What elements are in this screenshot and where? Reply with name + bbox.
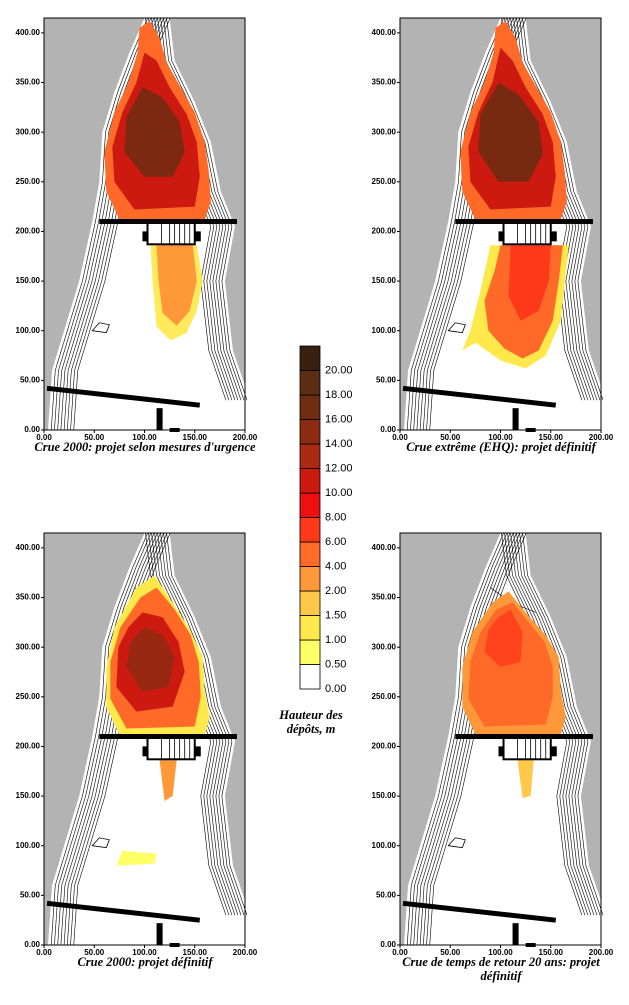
y-tick-label: 250.00 <box>16 177 41 186</box>
colorbar-box <box>300 493 320 518</box>
y-tick-label: 350.00 <box>372 593 397 602</box>
colorbar-box <box>300 518 320 543</box>
colorbar-box <box>300 591 320 616</box>
colorbar-label: 16.00 <box>325 413 353 425</box>
caption: Crue 2000: projet selon mesures d'urgenc… <box>30 440 260 454</box>
y-tick-label: 50.00 <box>20 890 41 899</box>
colorbar-box <box>300 469 320 494</box>
y-tick-label: 350.00 <box>16 593 41 602</box>
y-tick-label: 0.00 <box>24 940 40 949</box>
caption: Crue de temps de retour 20 ans: projet d… <box>386 955 616 983</box>
y-tick-label: 50.00 <box>20 375 41 384</box>
colorbar-label: 8.00 <box>325 511 346 523</box>
colorbar-label: 1.50 <box>325 609 346 621</box>
colorbar-label: 0.00 <box>325 683 346 695</box>
colorbar-label: 0.50 <box>325 658 346 670</box>
y-tick-label: 300.00 <box>16 642 41 651</box>
y-tick-label: 400.00 <box>372 543 397 552</box>
y-tick-label: 200.00 <box>372 227 397 236</box>
colorbar-label: 20.00 <box>325 364 353 376</box>
colorbar-label: 4.00 <box>325 560 346 572</box>
y-tick-label: 350.00 <box>372 78 397 87</box>
colorbar-label: 6.00 <box>325 536 346 548</box>
colorbar-label: 10.00 <box>325 487 353 499</box>
colorbar-box <box>300 665 320 690</box>
chart: 0.00 50.00 100.00 150.00 200.00 0.00 50.00 100.… <box>0 0 629 1005</box>
y-tick-label: 300.00 <box>372 642 397 651</box>
colorbar-label: 2.00 <box>325 585 346 597</box>
colorbar-box <box>300 640 320 665</box>
colorbar-title: Hauteur des dépôts, m <box>268 708 354 736</box>
colorbar-label: 18.00 <box>325 389 353 401</box>
y-tick-label: 50.00 <box>376 890 397 899</box>
caption: Crue extrême (EHQ): projet définitif <box>386 440 616 454</box>
y-tick-label: 100.00 <box>372 841 397 850</box>
y-tick-label: 200.00 <box>16 227 41 236</box>
colorbar-label: 12.00 <box>325 462 353 474</box>
colorbar-box <box>300 567 320 592</box>
figure: 0.00 50.00 100.00 150.00 200.00 0.00 50.00 100.… <box>0 0 629 1005</box>
colorbar-box <box>300 542 320 567</box>
colorbar-label: 1.00 <box>325 634 346 646</box>
colorbar-box <box>300 346 320 371</box>
y-tick-label: 100.00 <box>16 841 41 850</box>
y-tick-label: 300.00 <box>16 127 41 136</box>
y-tick-label: 100.00 <box>16 326 41 335</box>
colorbar-label: 14.00 <box>325 438 353 450</box>
y-tick-label: 400.00 <box>16 28 41 37</box>
y-tick-label: 400.00 <box>372 28 397 37</box>
caption: Crue 2000: projet définitif <box>30 955 260 969</box>
y-tick-label: 250.00 <box>372 177 397 186</box>
y-tick-label: 200.00 <box>372 742 397 751</box>
y-tick-label: 150.00 <box>16 791 41 800</box>
y-tick-label: 0.00 <box>380 425 396 434</box>
y-tick-label: 400.00 <box>16 543 41 552</box>
y-tick-label: 250.00 <box>16 692 41 701</box>
colorbar-box <box>300 395 320 420</box>
colorbar: 0.00 0.50 1.00 1.50 2.00 4.00 6.00 8.00 10.00 12.… <box>300 346 353 695</box>
y-tick-label: 200.00 <box>16 742 41 751</box>
y-tick-label: 250.00 <box>372 692 397 701</box>
y-tick-label: 0.00 <box>380 940 396 949</box>
colorbar-box <box>300 420 320 445</box>
y-tick-label: 150.00 <box>16 276 41 285</box>
y-tick-label: 50.00 <box>376 375 397 384</box>
y-tick-label: 300.00 <box>372 127 397 136</box>
colorbar-box <box>300 444 320 469</box>
y-tick-label: 0.00 <box>24 425 40 434</box>
y-tick-label: 350.00 <box>16 78 41 87</box>
y-tick-label: 150.00 <box>372 791 397 800</box>
y-tick-label: 150.00 <box>372 276 397 285</box>
y-tick-label: 100.00 <box>372 326 397 335</box>
colorbar-box <box>300 616 320 641</box>
colorbar-box <box>300 371 320 396</box>
